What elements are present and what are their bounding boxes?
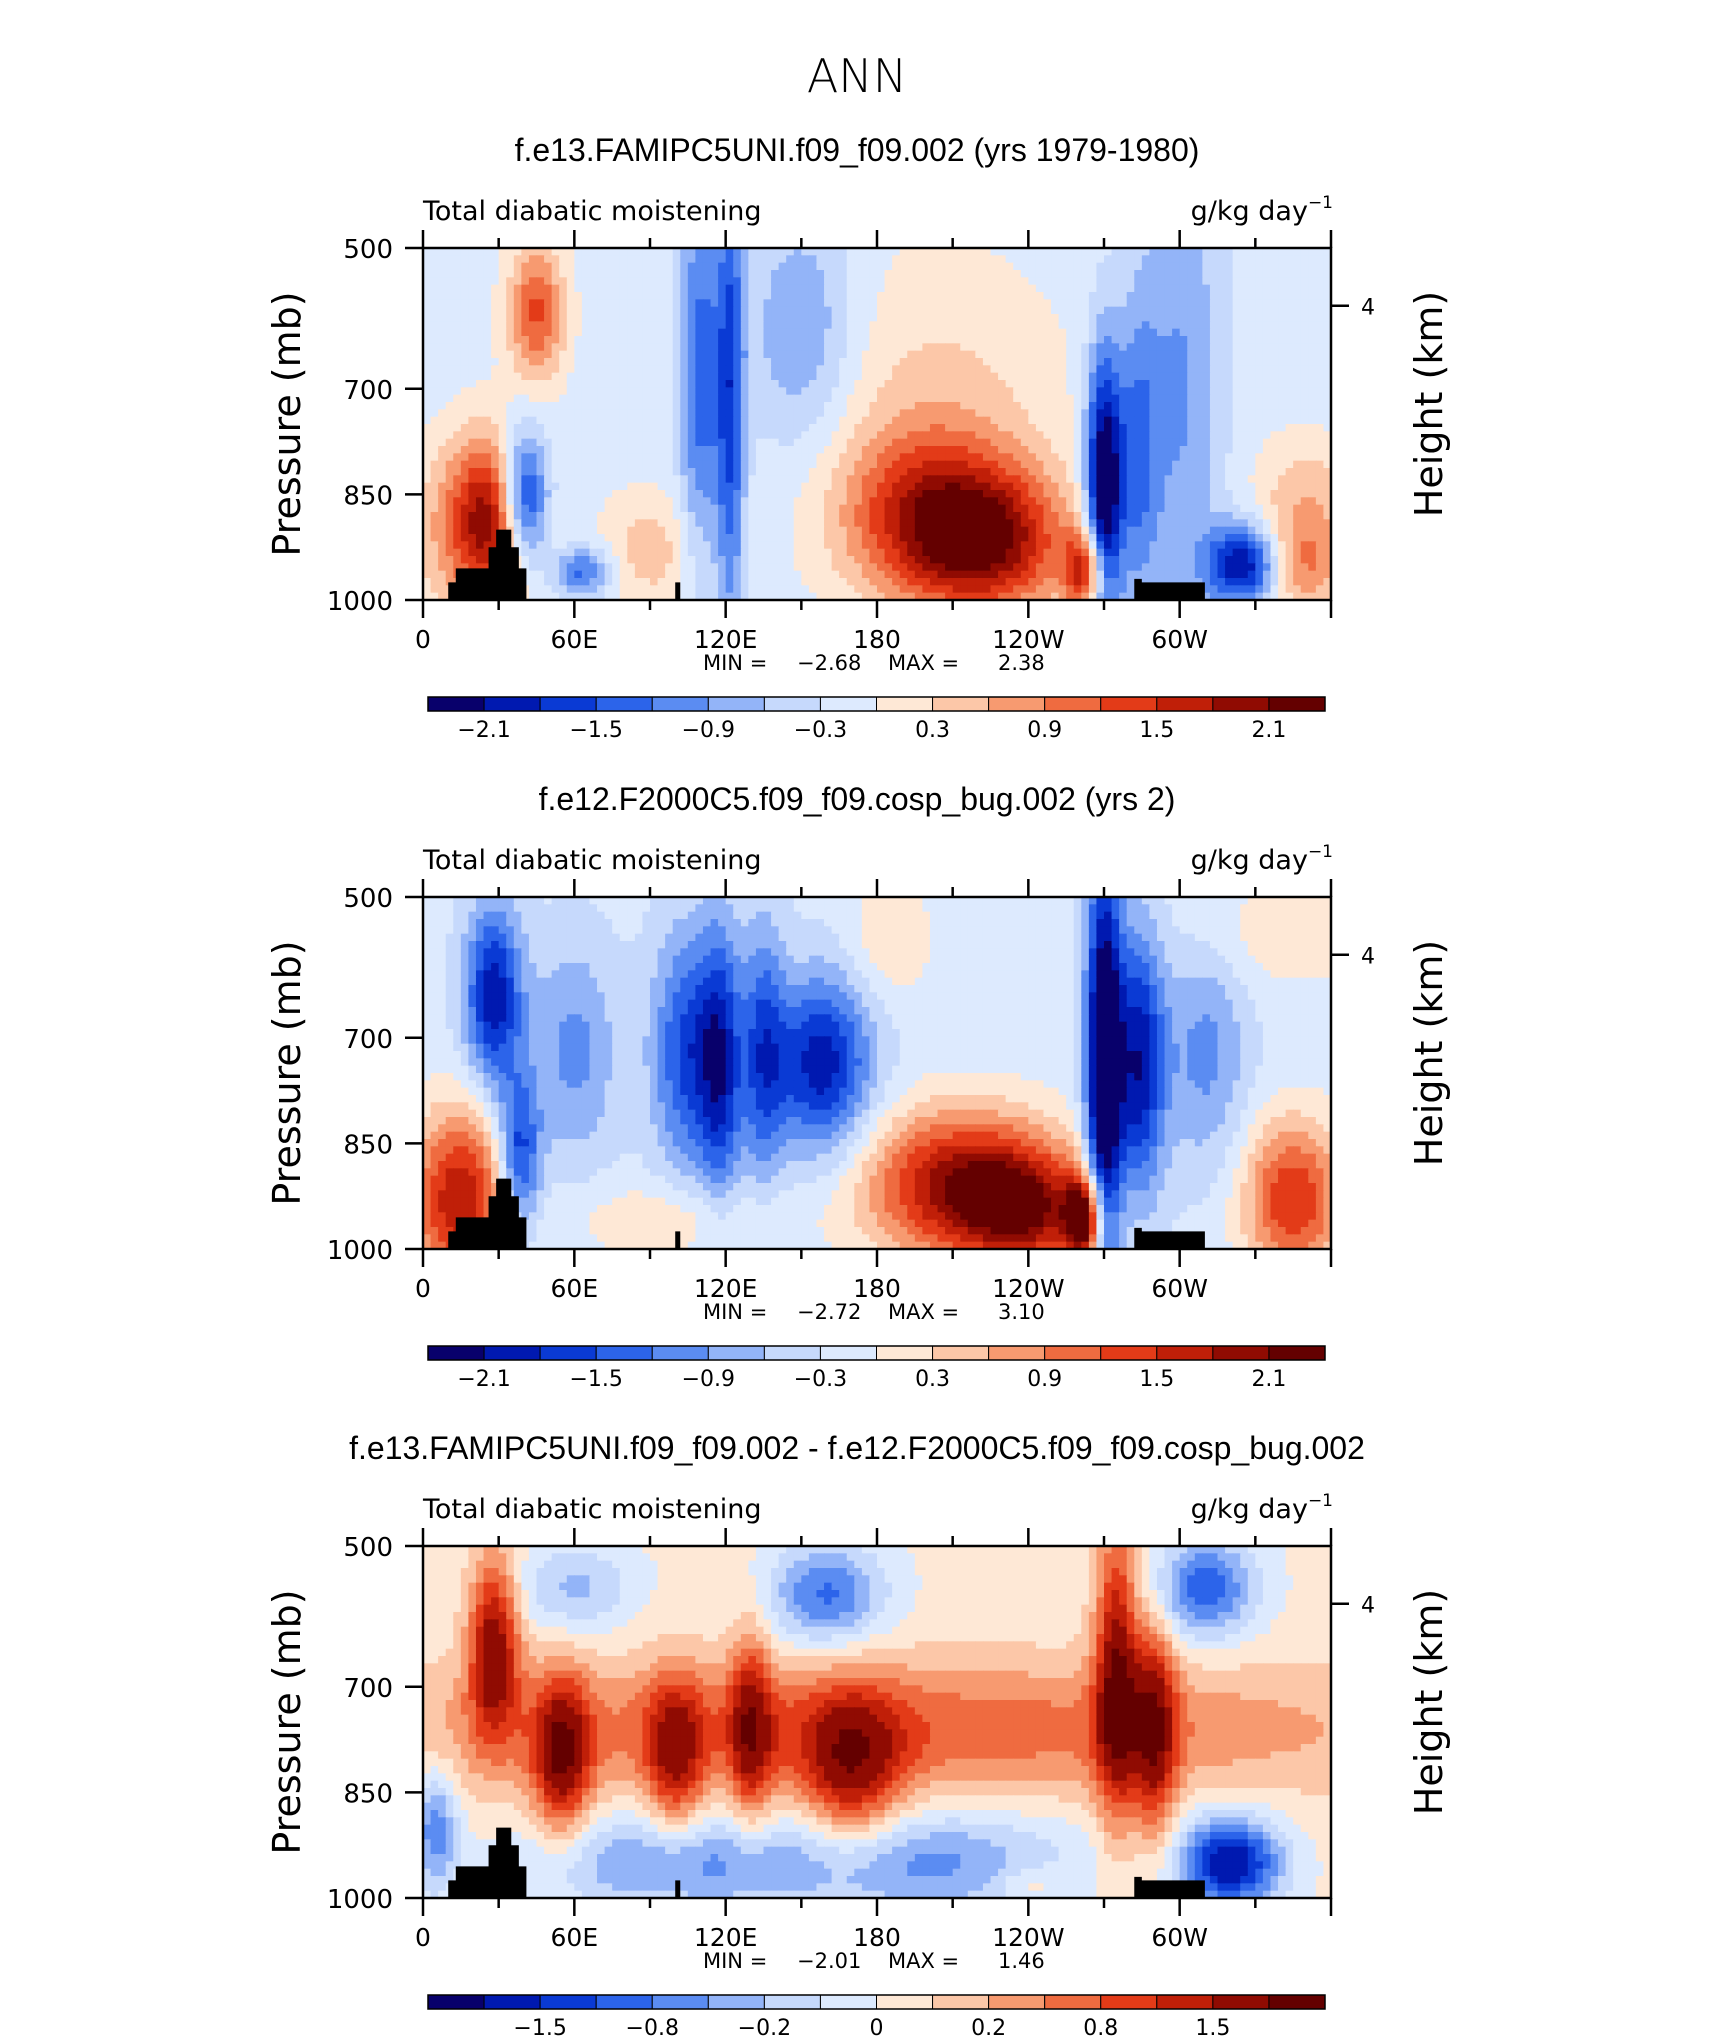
colorbar-label: −2.1 (457, 718, 510, 743)
y-axis-title: Pressure (mb) (265, 291, 309, 556)
x-tick-label: 0 (415, 1923, 431, 1952)
variable-label: Total diabatic moistening (422, 1494, 761, 1525)
x-tick-label: 120W (992, 1923, 1064, 1952)
colorbar-label: 0.9 (1027, 718, 1062, 743)
x-tick-label: 0 (415, 625, 431, 654)
colorbar: −1.5 −0.8 −0.2 0 0.2 0.8 1.5 (427, 1994, 1326, 2038)
y-tick-label: 850 (343, 1779, 393, 1809)
y-right-axis-title: Height (km) (1407, 291, 1451, 517)
max-label: MAX = (888, 1300, 959, 1324)
colorbar-label: −1.5 (513, 2016, 566, 2038)
y-tick-label: 700 (343, 376, 393, 406)
units-label: g/kg day−1 (1191, 193, 1333, 227)
x-tick-label: 180 (853, 625, 901, 654)
colorbar-label: −0.9 (682, 718, 735, 743)
y-tick-label: 1000 (327, 587, 393, 617)
y-tick-label: 500 (343, 1533, 393, 1563)
colorbar: −2.1 −1.5 −0.9 −0.3 0.3 0.9 1.5 2.1 (427, 1345, 1326, 1392)
panel-1: f.e13.FAMIPC5UNI.f09_f09.002 (yrs 1979-1… (265, 132, 1451, 743)
y-tick-label: 1000 (327, 1236, 393, 1266)
max-label: MAX = (888, 1949, 959, 1973)
panel-title: f.e12.F2000C5.f09_f09.cosp_bug.002 (yrs … (539, 781, 1176, 817)
colorbar-label: −0.3 (794, 1367, 847, 1392)
colorbar-label: 1.5 (1195, 2016, 1230, 2038)
panel-2: f.e12.F2000C5.f09_f09.cosp_bug.002 (yrs … (265, 781, 1451, 1392)
colorbar-label: 2.1 (1251, 1367, 1286, 1392)
colorbar: −2.1 −1.5 −0.9 −0.3 0.3 0.9 1.5 2.1 (427, 696, 1326, 743)
panel-title: f.e13.FAMIPC5UNI.f09_f09.002 - f.e12.F20… (349, 1430, 1365, 1466)
y-tick-label: 500 (343, 235, 393, 265)
colorbar-label: 1.5 (1139, 718, 1174, 743)
variable-label: Total diabatic moistening (422, 196, 761, 227)
x-tick-label: 120E (694, 1274, 758, 1303)
x-tick-label: 120E (694, 625, 758, 654)
colorbar-label: 1.5 (1139, 1367, 1174, 1392)
y-right-tick-label: 4 (1361, 296, 1375, 321)
y-axis-title: Pressure (mb) (265, 940, 309, 1205)
units-label: g/kg day−1 (1191, 842, 1333, 876)
y-right-axis-title: Height (km) (1407, 940, 1451, 1166)
colorbar-label: 0 (870, 2016, 884, 2038)
colorbar-label: 0.3 (915, 718, 950, 743)
x-tick-label: 0 (415, 1274, 431, 1303)
colorbar-label: 0.3 (915, 1367, 950, 1392)
colorbar-label: 0.2 (971, 2016, 1006, 2038)
x-tick-label: 60W (1151, 625, 1208, 654)
terrain-mask (448, 529, 1205, 600)
terrain-mask (448, 1827, 1205, 1898)
y-right-tick-label: 4 (1361, 1594, 1375, 1619)
max-value: 1.46 (998, 1949, 1045, 1973)
max-label: MAX = (888, 651, 959, 675)
contour-field (423, 1546, 1331, 1898)
min-label: MIN = (703, 651, 767, 675)
y-right-tick-label: 4 (1361, 945, 1375, 970)
min-value: −2.01 (797, 1949, 861, 1973)
panel-3: f.e13.FAMIPC5UNI.f09_f09.002 - f.e12.F20… (265, 1430, 1451, 2038)
y-tick-label: 850 (343, 481, 393, 511)
x-tick-label: 60E (551, 1274, 599, 1303)
min-label: MIN = (703, 1300, 767, 1324)
y-tick-label: 850 (343, 1130, 393, 1160)
x-tick-label: 180 (853, 1923, 901, 1952)
colorbar-label: 0.9 (1027, 1367, 1062, 1392)
colorbar-label: −0.2 (738, 2016, 791, 2038)
x-tick-label: 60E (551, 1923, 599, 1952)
y-tick-label: 700 (343, 1674, 393, 1704)
contour-field (423, 897, 1331, 1249)
x-tick-label: 60W (1151, 1274, 1208, 1303)
x-tick-label: 120E (694, 1923, 758, 1952)
y-tick-label: 700 (343, 1025, 393, 1055)
colorbar-label: 0.8 (1083, 2016, 1118, 2038)
colorbar-label: 2.1 (1251, 718, 1286, 743)
min-value: −2.72 (797, 1300, 861, 1324)
colorbar-label: −2.1 (457, 1367, 510, 1392)
max-value: 3.10 (998, 1300, 1045, 1324)
variable-label: Total diabatic moistening (422, 845, 761, 876)
x-tick-label: 120W (992, 625, 1064, 654)
terrain-mask (448, 1178, 1205, 1249)
colorbar-label: −1.5 (569, 1367, 622, 1392)
units-label: g/kg day−1 (1191, 1491, 1333, 1525)
y-right-axis-title: Height (km) (1407, 1589, 1451, 1815)
contour-field (423, 248, 1331, 600)
min-label: MIN = (703, 1949, 767, 1973)
colorbar-label: −0.9 (682, 1367, 735, 1392)
min-value: −2.68 (797, 651, 861, 675)
x-tick-label: 60E (551, 625, 599, 654)
max-value: 2.38 (998, 651, 1045, 675)
page-title: ANN (807, 49, 907, 103)
x-tick-label: 180 (853, 1274, 901, 1303)
colorbar-label: −0.8 (626, 2016, 679, 2038)
y-axis-title: Pressure (mb) (265, 1589, 309, 1854)
panel-title: f.e13.FAMIPC5UNI.f09_f09.002 (yrs 1979-1… (515, 132, 1200, 168)
y-tick-label: 500 (343, 884, 393, 914)
x-tick-label: 60W (1151, 1923, 1208, 1952)
colorbar-label: −1.5 (569, 718, 622, 743)
y-tick-label: 1000 (327, 1885, 393, 1915)
x-tick-label: 120W (992, 1274, 1064, 1303)
colorbar-label: −0.3 (794, 718, 847, 743)
